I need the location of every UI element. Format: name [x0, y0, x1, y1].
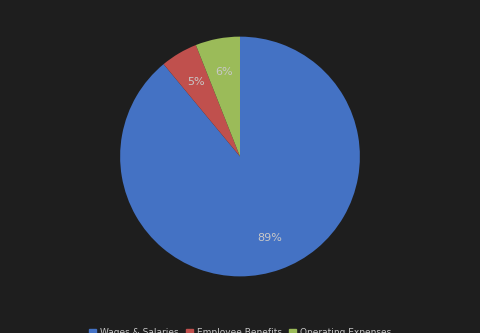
Legend: Wages & Salaries, Employee Benefits, Operating Expenses: Wages & Salaries, Employee Benefits, Ope… [85, 325, 395, 333]
Text: 89%: 89% [257, 233, 282, 243]
Wedge shape [196, 37, 240, 157]
Wedge shape [164, 45, 240, 157]
Wedge shape [120, 37, 360, 276]
Text: 6%: 6% [215, 67, 233, 77]
Text: 5%: 5% [187, 77, 205, 87]
